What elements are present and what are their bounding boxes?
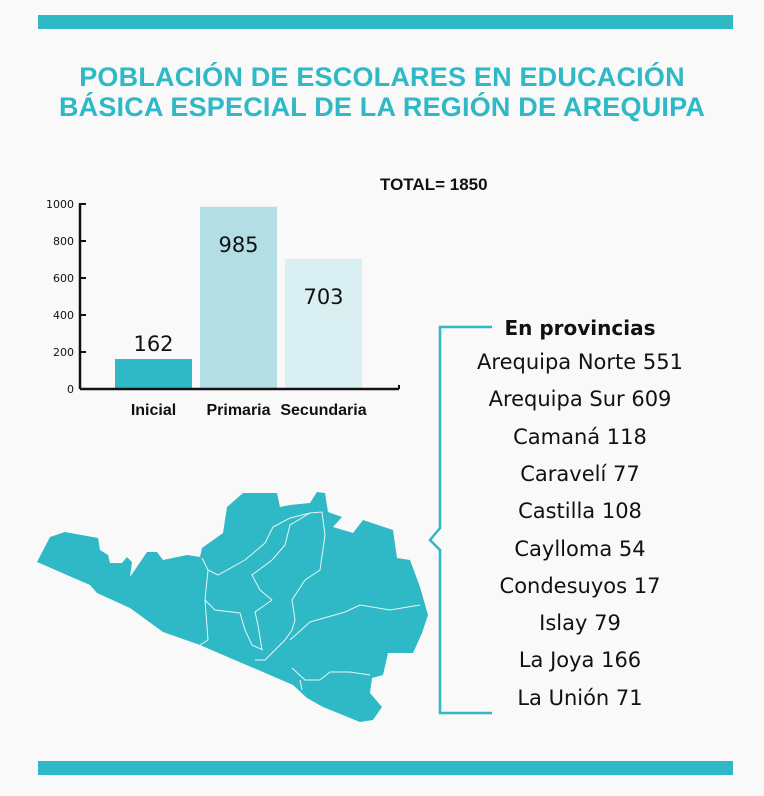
province-item: La Unión 71 [517, 685, 643, 710]
y-tick-label: 200 [53, 346, 74, 359]
page-title: POBLACIÓN DE ESCOLARES EN EDUCACIÓN BÁSI… [0, 62, 764, 122]
x-tick-label: Primaria [206, 402, 270, 419]
y-tick-label: 1000 [46, 198, 74, 211]
province-item: Islay 79 [539, 611, 621, 636]
top-accent-bar [38, 15, 733, 29]
provinces-heading: En provincias [504, 316, 656, 340]
x-tick-label: Inicial [131, 402, 176, 419]
province-item: Arequipa Sur 609 [488, 387, 672, 412]
data-label: 985 [218, 233, 258, 257]
province-item: Caylloma 54 [514, 536, 646, 561]
province-item: Condesuyos 17 [499, 573, 661, 598]
province-item: Castilla 108 [518, 499, 642, 524]
y-tick-label: 400 [53, 309, 74, 322]
x-tick-label: Secundaria [280, 402, 366, 419]
y-tick-label: 0 [67, 383, 74, 396]
data-label: 162 [133, 332, 173, 356]
y-tick-label: 600 [53, 272, 74, 285]
total-label: TOTAL= 1850 [380, 175, 488, 194]
data-label: 703 [303, 285, 343, 309]
title-line: BÁSICA ESPECIAL DE LA REGIÓN DE AREQUIPA [58, 92, 706, 122]
province-item: Camaná 118 [513, 424, 647, 449]
province-item: La Joya 166 [518, 648, 642, 673]
bar [115, 359, 192, 389]
y-tick-label: 800 [53, 235, 74, 248]
title-line: POBLACIÓN DE ESCOLARES EN EDUCACIÓN [79, 62, 685, 92]
bar [200, 206, 277, 389]
bar [285, 258, 362, 389]
province-item: Arequipa Norte 551 [477, 350, 683, 374]
province-item: Caravelí 77 [520, 461, 640, 486]
bottom-accent-bar [38, 761, 733, 775]
